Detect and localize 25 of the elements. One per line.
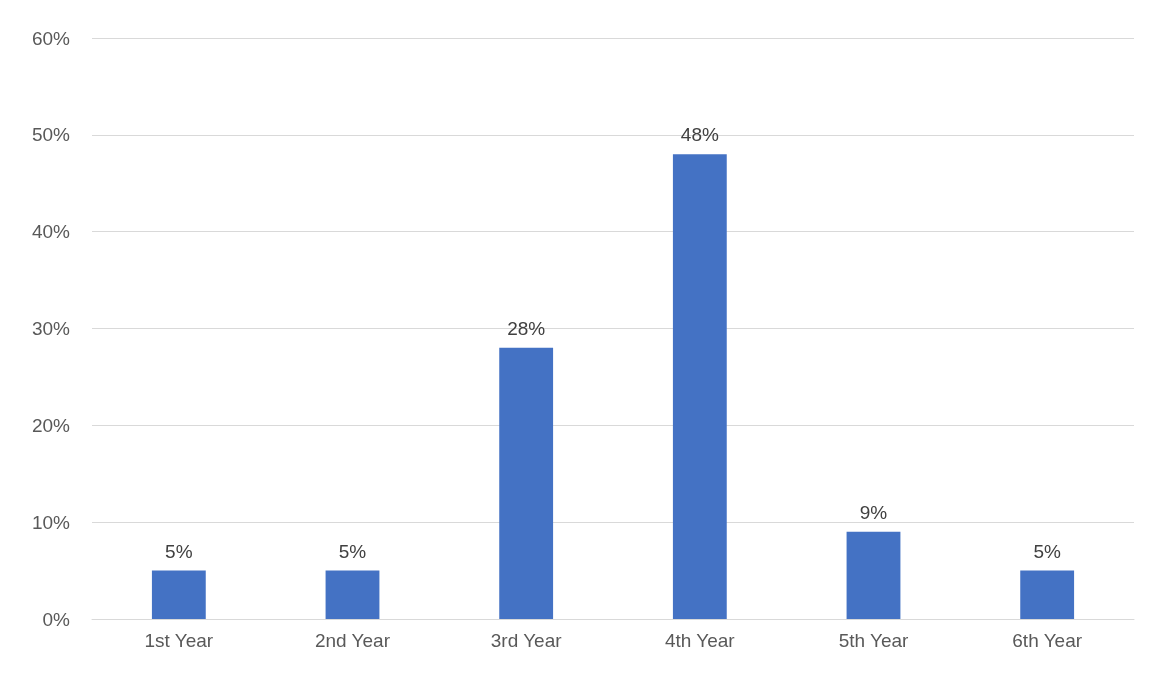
bar — [151, 570, 206, 619]
x-tick-label: 5th Year — [838, 630, 910, 651]
bar — [499, 347, 554, 619]
x-tick-label: 4th Year — [664, 630, 736, 651]
x-tick-label: 2nd Year — [314, 630, 391, 651]
data-label: 48% — [680, 124, 719, 146]
data-label: 28% — [507, 317, 546, 339]
data-label: 9% — [859, 501, 888, 523]
data-label: 5% — [1033, 540, 1061, 562]
data-label: 5% — [165, 540, 193, 562]
bar — [325, 570, 380, 619]
y-tick-label: 20% — [31, 414, 71, 436]
x-tick-label: 3rd Year — [490, 630, 563, 651]
y-tick-label: 50% — [31, 124, 71, 146]
y-tick-label: 40% — [31, 221, 71, 243]
y-tick-label: 30% — [31, 318, 71, 339]
y-tick-label: 10% — [31, 511, 71, 533]
data-label: 5% — [338, 540, 367, 562]
bar — [846, 531, 901, 619]
x-tick-label: 1st Year — [144, 630, 214, 651]
bar — [1020, 570, 1075, 619]
y-tick-label: 0% — [42, 608, 71, 630]
bar — [672, 154, 727, 619]
y-tick-label: 60% — [31, 27, 71, 49]
x-tick-label: 6th Year — [1012, 630, 1083, 651]
